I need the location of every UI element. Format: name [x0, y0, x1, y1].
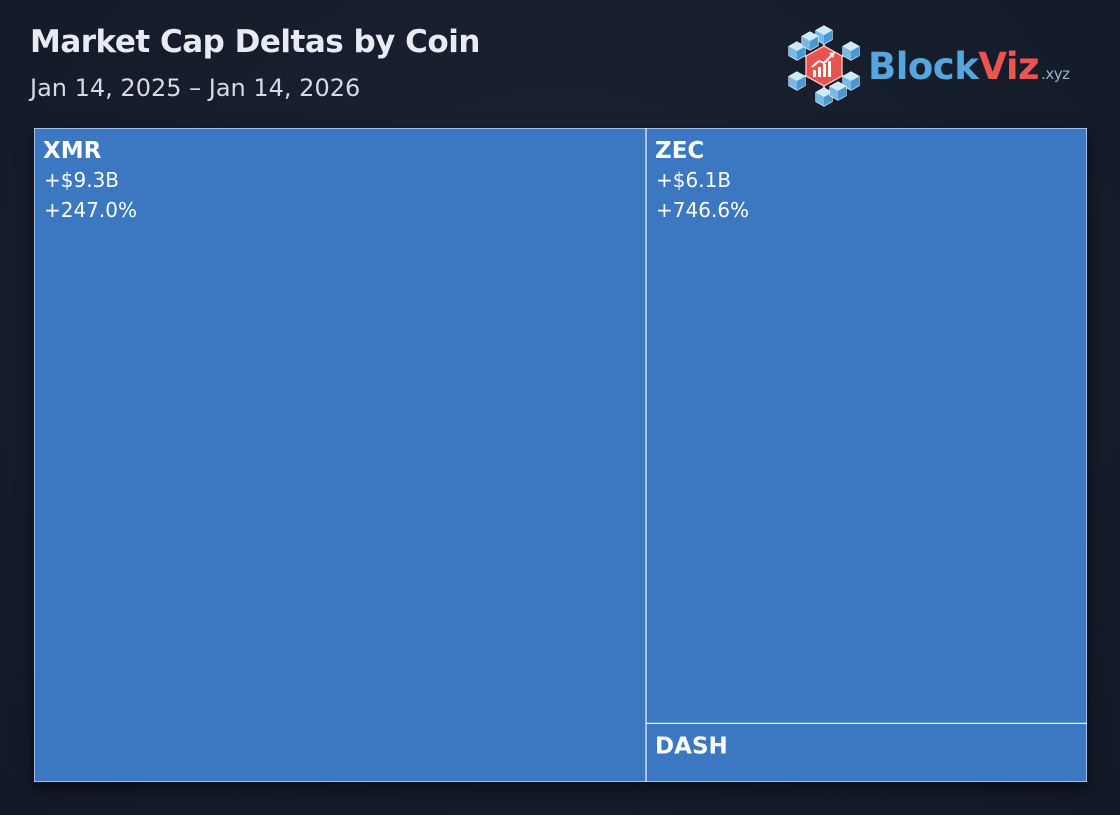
- brand-name-block: Block: [868, 44, 979, 88]
- treemap-tile-dash[interactable]: DASH: [645, 722, 1087, 782]
- treemap-label-zec-delta: +$6.1B: [656, 168, 731, 192]
- treemap-label-zec-pct: +746.6%: [656, 198, 749, 222]
- treemap-tile-rect-dash: [645, 722, 1087, 782]
- treemap-tile-zec[interactable]: ZEC +$6.1B +746.6%: [645, 128, 1087, 725]
- treemap-label-xmr-pct: +247.0%: [44, 198, 137, 222]
- treemap-label-zec-name: ZEC: [655, 138, 704, 164]
- brand-tld: .xyz: [1041, 64, 1070, 83]
- treemap-tile-rect-xmr: [34, 128, 647, 782]
- treemap-frame: XMR +$9.3B +247.0% ZEC +$6.1B +746.6% DASH: [34, 128, 1087, 782]
- brand-wordmark: BlockViz .xyz: [868, 44, 1070, 88]
- blockviz-logo-icon: [788, 25, 860, 107]
- treemap-tile-xmr[interactable]: XMR +$9.3B +247.0%: [34, 128, 647, 782]
- treemap-chart: XMR +$9.3B +247.0% ZEC +$6.1B +746.6% DASH: [34, 128, 1087, 782]
- treemap-tile-rect-zec: [645, 128, 1087, 725]
- brand-name-viz: Viz: [978, 44, 1040, 88]
- treemap-label-xmr-name: XMR: [43, 138, 102, 164]
- blockviz-brand[interactable]: BlockViz .xyz: [786, 24, 1070, 108]
- treemap-label-dash-name: DASH: [655, 733, 728, 759]
- page-title: Market Cap Deltas by Coin: [30, 24, 480, 60]
- treemap-label-xmr-delta: +$9.3B: [44, 168, 119, 192]
- date-range-subtitle: Jan 14, 2025 – Jan 14, 2026: [30, 74, 361, 102]
